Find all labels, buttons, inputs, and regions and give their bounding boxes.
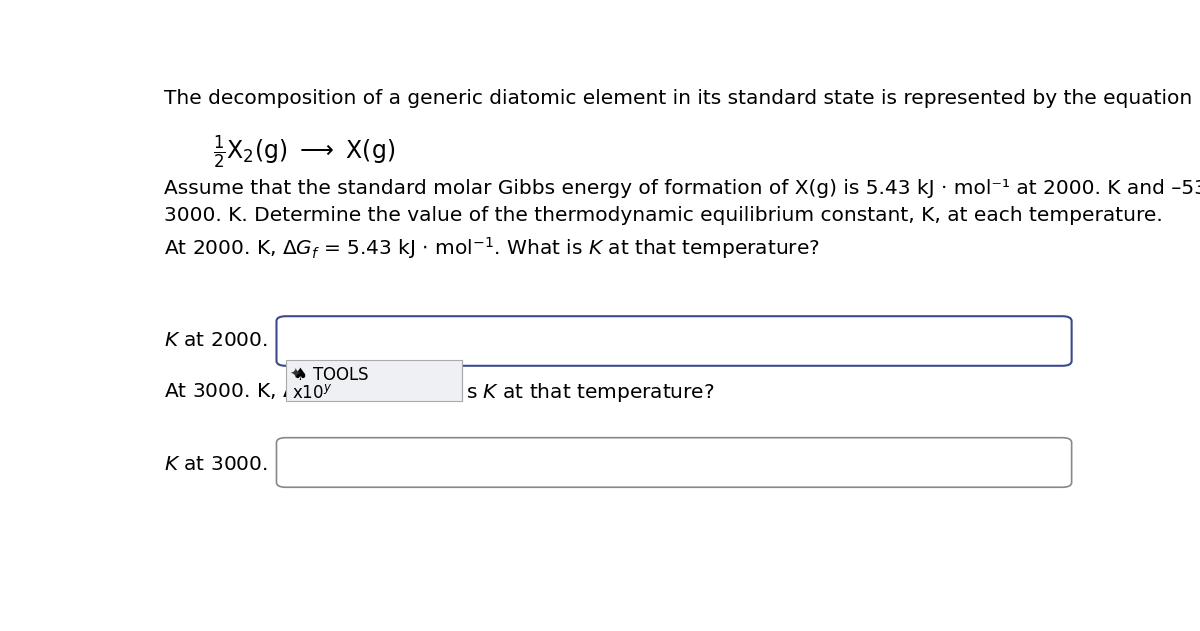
FancyBboxPatch shape	[286, 360, 462, 401]
Text: $\spadesuit$ TOOLS: $\spadesuit$ TOOLS	[293, 365, 370, 384]
Text: Assume that the standard molar Gibbs energy of formation of X(g) is 5.43 kJ · mo: Assume that the standard molar Gibbs ene…	[164, 179, 1200, 198]
Text: 3000. K. Determine the value of the thermodynamic equilibrium constant, K, at ea: 3000. K. Determine the value of the ther…	[164, 206, 1163, 225]
Text: At 2000. K, $\Delta G_f$ = 5.43 kJ $\cdot$ mol$^{-1}$. What is $K$ at that tempe: At 2000. K, $\Delta G_f$ = 5.43 kJ $\cdo…	[164, 235, 820, 261]
Text: The decomposition of a generic diatomic element in its standard state is represe: The decomposition of a generic diatomic …	[164, 90, 1193, 109]
Text: $\frac{1}{2}$X$_2$(g) $\longrightarrow$ X(g): $\frac{1}{2}$X$_2$(g) $\longrightarrow$ …	[214, 134, 395, 172]
Text: ✦: ✦	[289, 367, 301, 382]
FancyBboxPatch shape	[276, 316, 1072, 366]
Text: s $K$ at that temperature?: s $K$ at that temperature?	[467, 381, 715, 404]
Text: $K$ at 2000. K =: $K$ at 2000. K =	[164, 331, 311, 350]
Text: $K$ at 3000. K =: $K$ at 3000. K =	[164, 455, 311, 474]
Text: At 3000. K, $\Delta G_f$: At 3000. K, $\Delta G_f$	[164, 382, 320, 403]
Text: x10$^y$: x10$^y$	[293, 384, 332, 402]
FancyBboxPatch shape	[276, 438, 1072, 487]
